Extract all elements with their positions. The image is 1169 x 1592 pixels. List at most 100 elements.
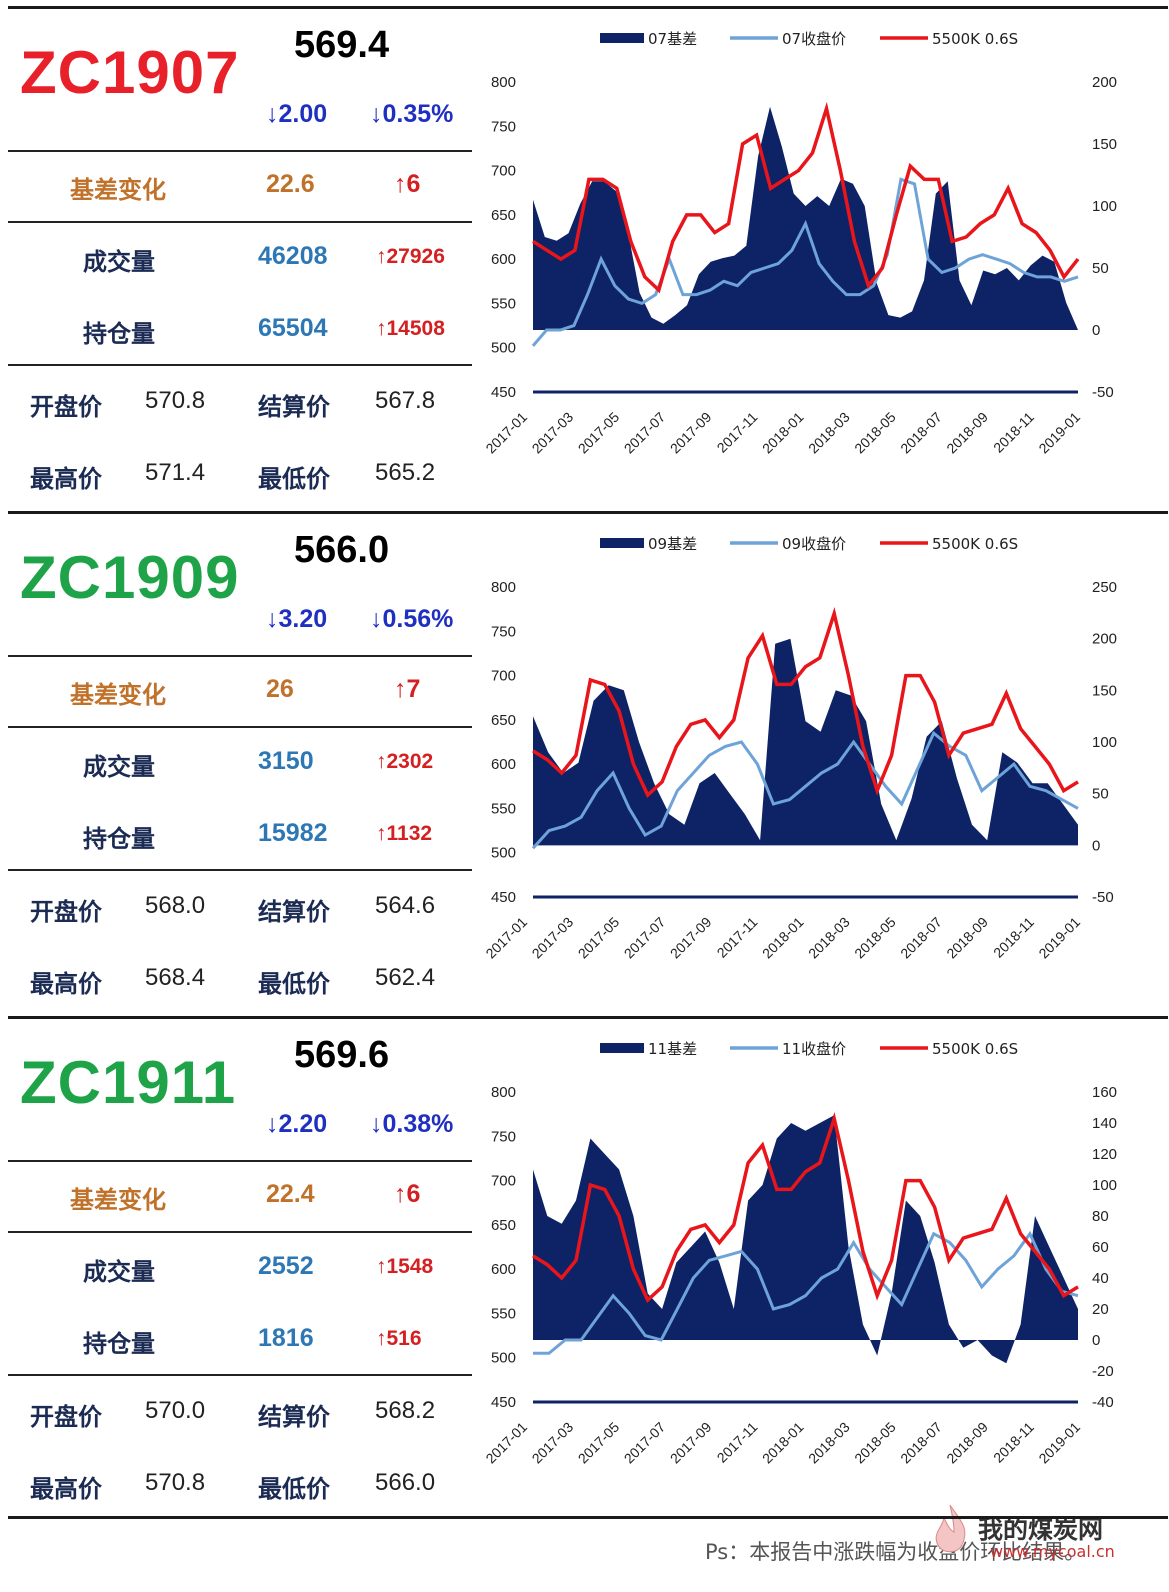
logo-text: 我的煤炭网 xyxy=(978,1515,1104,1544)
x-tick-label: 2018-05 xyxy=(851,1419,899,1467)
low-price-label: 最低价 xyxy=(258,970,330,998)
volume-change: ↑1548 xyxy=(376,1255,434,1278)
basis-change: ↑6 xyxy=(394,170,421,198)
basis-chart: 09基差 09收盘价 5500K 0.6S800750700650600550500… xyxy=(482,535,1117,962)
legend-label: 07基差 xyxy=(648,30,697,48)
open-interest-label: 持仓量 xyxy=(83,320,155,348)
open-price-value: 568.0 xyxy=(145,892,206,919)
high-price-label: 最高价 xyxy=(30,465,102,493)
low-price-value: 566.0 xyxy=(375,1469,436,1496)
divider xyxy=(8,869,472,871)
high-price-value: 570.8 xyxy=(145,1469,206,1496)
y-left-tick-label: 800 xyxy=(491,1084,516,1101)
y-left-tick-label: 800 xyxy=(491,74,516,91)
y-left-tick-label: 600 xyxy=(491,251,516,268)
x-tick-label: 2017-01 xyxy=(482,1419,530,1467)
legend-label: 11收盘价 xyxy=(782,1040,846,1058)
y-right-tick-label: 160 xyxy=(1092,1084,1117,1101)
x-tick-label: 2018-09 xyxy=(943,409,991,457)
x-tick-label: 2017-09 xyxy=(667,1419,715,1467)
y-left-tick-label: 700 xyxy=(491,163,516,180)
footer-note: Ps：本报告中涨跌幅为收盘价环比结果。 xyxy=(705,1540,1086,1564)
change-abs: ↓3.20 xyxy=(266,605,328,633)
x-tick-label: 2017-05 xyxy=(575,1419,623,1467)
basis-change: ↑7 xyxy=(394,675,421,703)
divider xyxy=(8,655,472,657)
last-price: 569.4 xyxy=(294,24,390,66)
x-tick-label: 2017-03 xyxy=(529,1419,577,1467)
low-price-label: 最低价 xyxy=(258,465,330,493)
y-left-tick-label: 750 xyxy=(491,623,516,640)
x-tick-label: 2019-01 xyxy=(1035,409,1083,457)
legend-swatch xyxy=(600,33,644,43)
open-interest-change: ↑1132 xyxy=(376,822,433,845)
y-left-tick-label: 600 xyxy=(491,1261,516,1278)
y-left-tick-label: 650 xyxy=(491,1217,516,1234)
y-right-tick-label: 60 xyxy=(1092,1239,1109,1256)
x-tick-label: 2017-11 xyxy=(714,1419,761,1466)
high-price-label: 最高价 xyxy=(30,970,102,998)
legend-label: 09基差 xyxy=(648,535,697,553)
section-top-border xyxy=(8,6,1168,9)
y-right-tick-label: -20 xyxy=(1092,1363,1114,1380)
x-tick-label: 2018-07 xyxy=(897,409,945,457)
legend-swatch xyxy=(600,538,644,548)
info-panel: ZC1909 566.0 ↓3.20 ↓0.56% 基差变化 26 ↑7 成交量 3150 ↑23… xyxy=(8,505,472,1010)
divider xyxy=(8,1231,472,1233)
basis-label: 基差变化 xyxy=(70,681,166,709)
basis-label: 基差变化 xyxy=(70,176,166,204)
volume-value: 2552 xyxy=(258,1252,314,1280)
open-price-value: 570.8 xyxy=(145,387,206,414)
y-right-tick-label: 0 xyxy=(1092,322,1100,339)
settle-price-value: 568.2 xyxy=(375,1397,436,1424)
info-panel: ZC1911 569.6 ↓2.20 ↓0.38% 基差变化 22.4 ↑6 成交量 2552 ↑… xyxy=(8,1010,472,1515)
y-left-tick-label: 450 xyxy=(491,384,516,401)
y-left-tick-label: 450 xyxy=(491,1394,516,1411)
x-tick-label: 2017-07 xyxy=(621,1419,669,1467)
section-zc1911: ZC1911 569.6 ↓2.20 ↓0.38% 基差变化 22.4 ↑6 成交量 2552 ↑… xyxy=(0,1010,1169,1515)
volume-label: 成交量 xyxy=(83,1258,155,1286)
divider xyxy=(8,150,472,152)
y-right-tick-label: -50 xyxy=(1092,889,1114,906)
open-interest-label: 持仓量 xyxy=(83,1330,155,1358)
y-left-tick-label: 700 xyxy=(491,668,516,685)
section-top-border xyxy=(8,1016,1168,1019)
legend-label: 5500K 0.6S xyxy=(932,1040,1018,1058)
volume-value: 46208 xyxy=(258,242,328,270)
high-price-value: 571.4 xyxy=(145,459,206,486)
y-left-tick-label: 550 xyxy=(491,800,516,817)
x-tick-label: 2019-01 xyxy=(1035,1419,1083,1467)
divider xyxy=(8,1374,472,1376)
low-price-value: 562.4 xyxy=(375,964,436,991)
basis-value: 26 xyxy=(266,675,294,703)
settle-price-label: 结算价 xyxy=(258,393,330,421)
x-tick-label: 2018-03 xyxy=(805,409,853,457)
x-tick-label: 2018-05 xyxy=(851,914,899,962)
x-tick-label: 2019-01 xyxy=(1035,914,1083,962)
legend-label: 5500K 0.6S xyxy=(932,30,1018,48)
section-zc1907: ZC1907 569.4 ↓2.00 ↓0.35% 基差变化 22.6 ↑6 成交量 46208… xyxy=(0,0,1169,505)
y-left-tick-label: 750 xyxy=(491,118,516,135)
info-panel: ZC1907 569.4 ↓2.00 ↓0.35% 基差变化 22.6 ↑6 成交量 46208… xyxy=(8,0,472,505)
y-left-tick-label: 600 xyxy=(491,756,516,773)
settle-price-value: 567.8 xyxy=(375,387,436,414)
y-left-tick-label: 500 xyxy=(491,845,516,862)
y-left-tick-label: 700 xyxy=(491,1173,516,1190)
high-price-value: 568.4 xyxy=(145,964,206,991)
y-right-tick-label: 50 xyxy=(1092,786,1109,803)
logo-url: www.mycoal.cn xyxy=(990,1542,1115,1561)
close-price-line xyxy=(533,1230,1079,1355)
divider xyxy=(8,364,472,366)
x-tick-label: 2017-11 xyxy=(714,409,761,456)
divider xyxy=(8,726,472,728)
contract-code: ZC1909 xyxy=(20,544,240,611)
open-interest-value: 15982 xyxy=(258,819,328,847)
settle-price-label: 结算价 xyxy=(258,898,330,926)
basis-chart: 07基差 07收盘价 5500K 0.6S800750700650600550500… xyxy=(482,30,1117,457)
y-left-tick-label: 500 xyxy=(491,340,516,357)
y-right-tick-label: 40 xyxy=(1092,1270,1109,1287)
x-tick-label: 2018-09 xyxy=(943,914,991,962)
open-price-value: 570.0 xyxy=(145,1397,206,1424)
contract-code: ZC1907 xyxy=(20,39,240,106)
x-tick-label: 2018-01 xyxy=(759,1419,807,1467)
